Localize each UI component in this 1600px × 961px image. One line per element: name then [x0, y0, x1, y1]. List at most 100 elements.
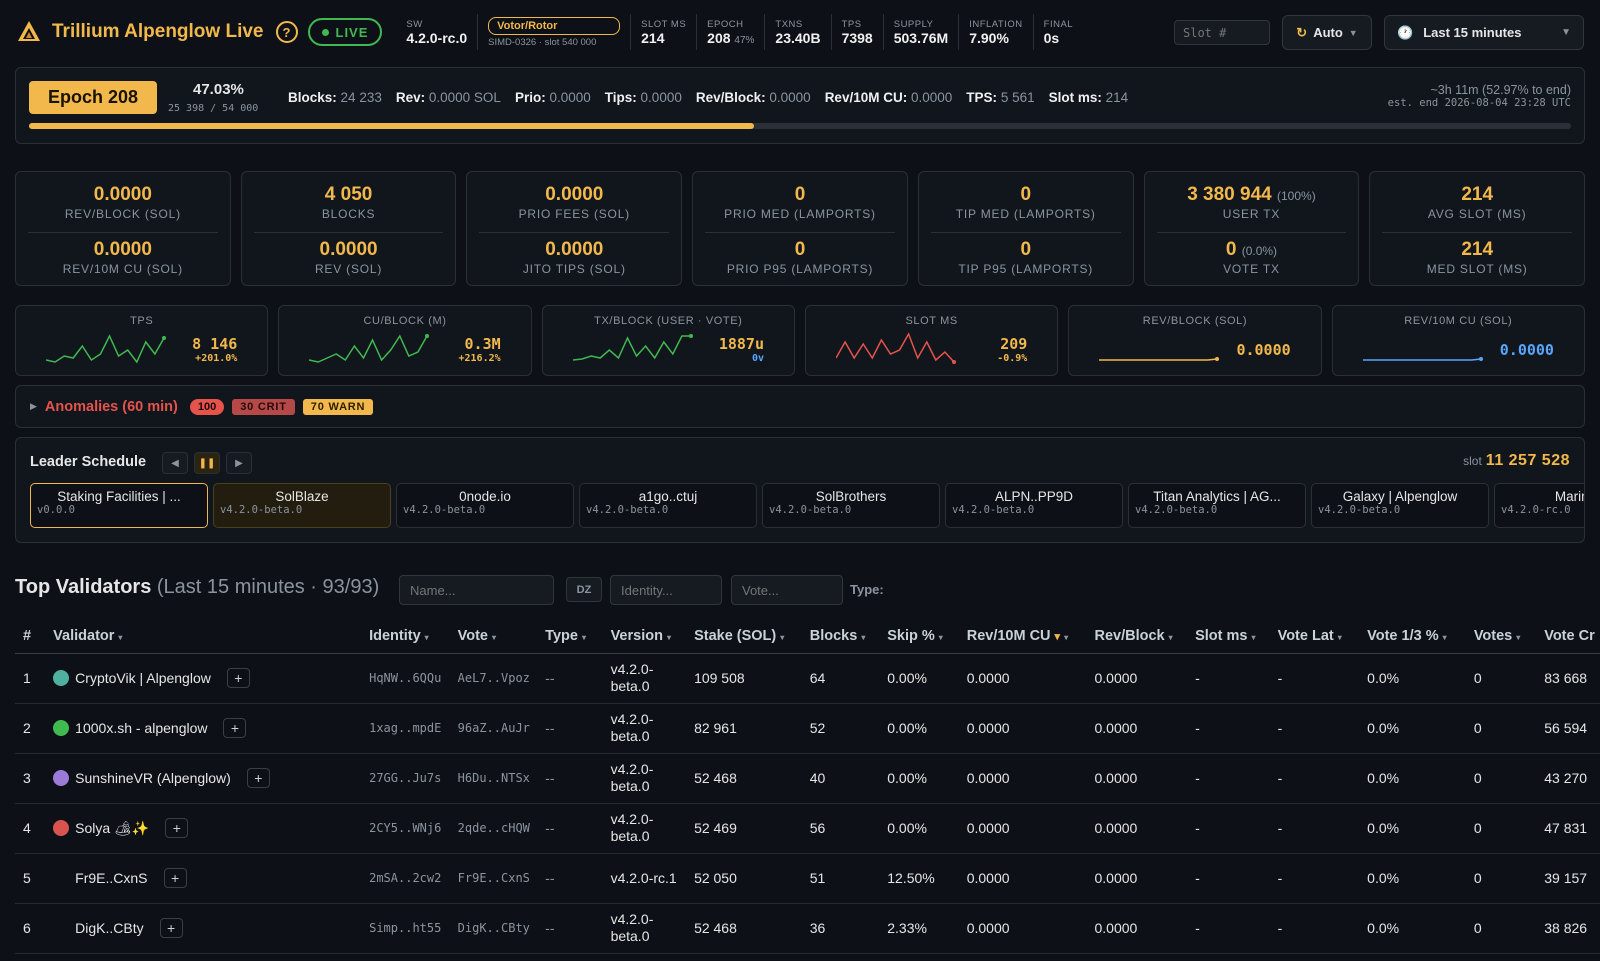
- column-header[interactable]: Rev/Block ▾: [1086, 619, 1188, 654]
- validator-name[interactable]: SunshineVR (Alpenglow): [75, 770, 231, 786]
- help-icon[interactable]: ?: [275, 21, 298, 43]
- column-header[interactable]: Slot ms ▾: [1187, 619, 1270, 654]
- sort-icon[interactable]: ▾: [581, 632, 586, 642]
- dz-toggle[interactable]: DZ: [566, 577, 602, 602]
- column-header[interactable]: Type ▾: [537, 619, 603, 654]
- cell-revblock: 0.0000: [1086, 903, 1188, 954]
- votor-rotor-badge[interactable]: Votor/Rotor: [488, 16, 621, 35]
- leader-slot-card[interactable]: Marinadev4.2.0-rc.0: [1494, 483, 1584, 528]
- cell-blocks: 36: [801, 903, 880, 954]
- stat-card-top: 214 AVG SLOT (MS): [1382, 184, 1573, 233]
- vote-filter-input[interactable]: [731, 575, 843, 605]
- expand-triangle-icon[interactable]: ▶: [30, 401, 37, 411]
- prev-icon[interactable]: ◀: [162, 452, 188, 474]
- sort-icon[interactable]: ▾: [1251, 632, 1256, 642]
- cell-type: --: [537, 903, 603, 954]
- sort-icon[interactable]: ▾: [492, 632, 497, 642]
- add-compare-button[interactable]: +: [165, 818, 189, 838]
- cell-revblock: 0.0000: [1086, 703, 1188, 754]
- sparkline-line: [1362, 358, 1481, 361]
- sparkline-endpoint: [1215, 357, 1220, 361]
- column-header[interactable]: Blocks ▾: [801, 619, 880, 654]
- sort-icon[interactable]: ▾: [424, 632, 429, 642]
- column-header[interactable]: Vote Lat ▾: [1269, 619, 1360, 654]
- leader-version: v4.2.0-beta.0: [403, 504, 486, 516]
- votor-rotor-sub: SIMD-0326 · slot 540 000: [488, 36, 597, 48]
- add-compare-button[interactable]: +: [246, 768, 270, 788]
- stat-card: 0 PRIO MED (LAMPORTS) 0 PRIO P95 (LAMPORTS): [692, 171, 908, 286]
- avatar: [53, 870, 69, 886]
- sort-icon[interactable]: ▾: [118, 632, 123, 642]
- next-icon[interactable]: ▶: [226, 452, 252, 474]
- leader-slot-card[interactable]: ALPN..PP9D v4.2.0-beta.0: [945, 483, 1123, 528]
- column-header[interactable]: Vote ▾: [449, 619, 538, 654]
- leader-slot-card[interactable]: 0node.io v4.2.0-beta.0: [396, 483, 574, 528]
- leader-slot-card[interactable]: Staking Facilities | ... v0.0.0: [30, 483, 208, 528]
- sparkline-chart: [835, 332, 956, 364]
- cell-vote13: 0.0%: [1359, 753, 1466, 804]
- table-row[interactable]: 5 Fr9E..CxnS +2mSA..2cw2 Fr9E..CxnS -- v4.2.0…: [15, 853, 1600, 904]
- cell-slotms: -: [1187, 653, 1270, 704]
- time-range-select[interactable]: 🕐 Last 15 minutes ▼: [1384, 15, 1584, 50]
- cell-blocks: 56: [801, 803, 880, 854]
- column-header[interactable]: #: [15, 619, 46, 654]
- column-header[interactable]: Vote 1/3 % ▾: [1359, 619, 1466, 654]
- live-badge[interactable]: LIVE: [307, 18, 383, 46]
- slot-search-input[interactable]: [1174, 20, 1270, 45]
- sort-icon[interactable]: ▾: [666, 632, 671, 642]
- cell-slotms: -: [1187, 853, 1270, 904]
- leader-slot-card[interactable]: Galaxy | Alpenglow v4.2.0-beta.0: [1311, 483, 1489, 528]
- cell-vote: H6Du..NTSx: [449, 753, 538, 804]
- sparkline-chart: [309, 334, 430, 363]
- add-compare-button[interactable]: +: [223, 718, 247, 738]
- sort-icon[interactable]: ▾: [1516, 632, 1521, 642]
- column-header[interactable]: Rev/10M CU ▾ ▾: [958, 619, 1087, 654]
- sort-icon[interactable]: ▾: [1064, 632, 1069, 642]
- sparkline-card: REV/10M CU (SOL) 0.0000: [1331, 305, 1585, 376]
- validator-name[interactable]: 1000x.sh - alpenglow: [75, 720, 208, 736]
- column-header[interactable]: Skip % ▾: [879, 619, 959, 654]
- sort-icon[interactable]: ▾: [780, 632, 785, 642]
- stat-final: FINAL 0s: [1032, 14, 1083, 50]
- name-filter-input[interactable]: [399, 575, 554, 605]
- avatar: [53, 820, 70, 836]
- pause-icon[interactable]: ❚❚: [194, 452, 220, 474]
- sort-icon[interactable]: ▾: [1337, 632, 1342, 642]
- table-row[interactable]: 3 SunshineVR (Alpenglow) +27GG..Ju7s H6Du..…: [15, 753, 1600, 804]
- leader-slot-card[interactable]: SolBlaze v4.2.0-beta.0: [213, 483, 391, 528]
- sort-icon[interactable]: ▾: [861, 632, 866, 642]
- identity-filter-input[interactable]: [610, 575, 722, 605]
- cell-name: 1000x.sh - alpenglow +: [45, 703, 362, 754]
- type-filter-label[interactable]: Type:: [850, 582, 884, 597]
- table-row[interactable]: 6 DigK..CBty + Simp..ht55 DigK..CBty -- v4.2.0…: [15, 903, 1600, 954]
- stat-card-top: 3 380 944 (100%) USER TX: [1156, 184, 1347, 233]
- column-header[interactable]: Stake (SOL) ▾: [686, 619, 802, 654]
- table-row[interactable]: 4 Solya 🏕✨ +2CY5..WNj6 2qde..cHQW -- v4.2.0-b…: [15, 803, 1600, 854]
- column-header[interactable]: Votes ▾: [1465, 619, 1537, 654]
- validator-name[interactable]: DigK..CBty: [75, 920, 144, 936]
- validator-name[interactable]: Fr9E..CxnS: [75, 870, 148, 886]
- add-compare-button[interactable]: +: [159, 918, 183, 938]
- table-row[interactable]: 1 CryptoVik | Alpenglow + HqNW..6QQu AeL7..V…: [15, 653, 1600, 704]
- column-header[interactable]: Validator ▾: [45, 619, 362, 654]
- leader-slot-card[interactable]: a1go..ctuj v4.2.0-beta.0: [579, 483, 757, 528]
- anomalies-panel[interactable]: ▶ Anomalies (60 min) 100 30 CRIT 70 WARN: [15, 385, 1585, 428]
- sort-icon[interactable]: ▾: [1442, 632, 1447, 642]
- chevron-down-icon: ▼: [1561, 27, 1571, 38]
- auto-refresh-button[interactable]: ↻ Auto ▼: [1282, 15, 1372, 50]
- sort-active-icon[interactable]: ▾: [1054, 630, 1061, 643]
- sort-icon[interactable]: ▾: [1168, 632, 1173, 642]
- leader-name: 0node.io: [459, 489, 511, 504]
- add-compare-button[interactable]: +: [163, 868, 187, 888]
- column-header[interactable]: Identity ▾: [361, 619, 450, 654]
- validator-name[interactable]: Solya 🏕✨: [75, 819, 150, 836]
- sort-icon[interactable]: ▾: [938, 632, 943, 642]
- column-header[interactable]: Version ▾: [602, 619, 687, 654]
- leader-slot-card[interactable]: SolBrothers v4.2.0-beta.0: [762, 483, 940, 528]
- leader-slot-card[interactable]: Titan Analytics | AG... v4.2.0-beta.0: [1128, 483, 1306, 528]
- add-compare-button[interactable]: +: [226, 668, 250, 688]
- cell-votecr: 43 270: [1536, 753, 1600, 804]
- column-header[interactable]: Vote Cr: [1536, 619, 1600, 654]
- table-row[interactable]: 2 1000x.sh - alpenglow +1xag..mpdE 96aZ..Au…: [15, 703, 1600, 754]
- validator-name[interactable]: CryptoVik | Alpenglow: [75, 670, 211, 686]
